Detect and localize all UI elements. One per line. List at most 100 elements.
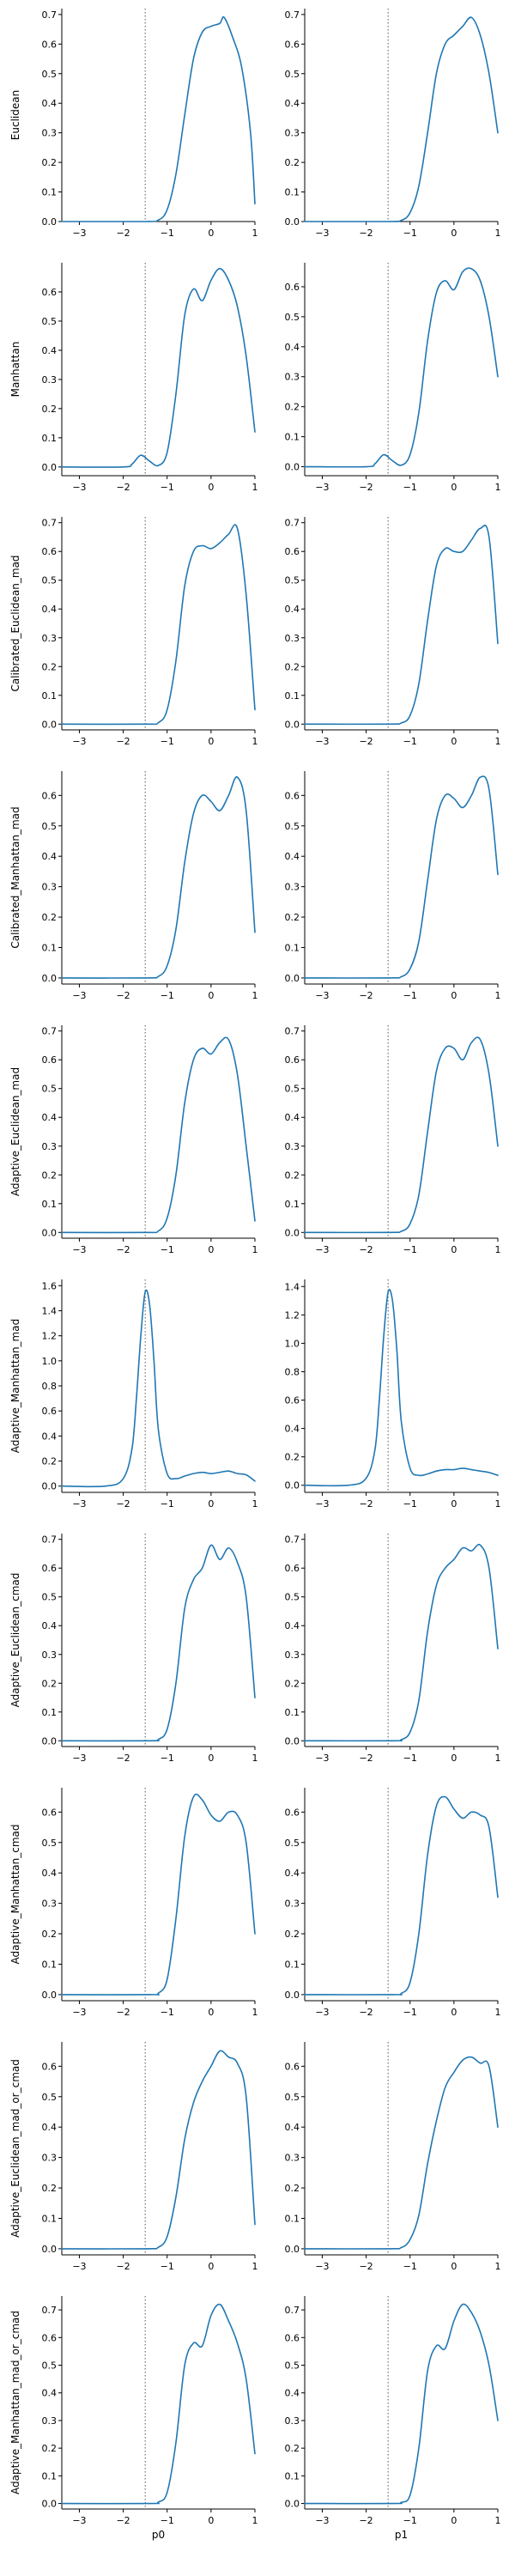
ytick-label-r9c0-7: 0.7 [42, 2305, 58, 2316]
xtick-label-r4c1-0: −3 [315, 1244, 329, 1255]
ytick-label-r6c0-6: 0.6 [42, 1563, 58, 1574]
ytick-label-r7c0-6: 0.6 [42, 1807, 58, 1818]
xtick-label-r1c0-1: −2 [116, 482, 130, 493]
ytick-label-r8c0-2: 0.2 [42, 2183, 58, 2194]
xtick-label-r4c1-2: −1 [403, 1244, 417, 1255]
density-line-r3c0 [61, 776, 256, 979]
ytick-label-r5c0-5: 1.0 [42, 1356, 58, 1367]
density-line-r5c0 [61, 1289, 256, 1488]
xtick-label-r1c1-0: −3 [315, 482, 329, 493]
ytick-label-r5c0-2: 0.4 [42, 1431, 58, 1442]
ytick-label-r6c0-2: 0.2 [42, 1678, 58, 1689]
ytick-label-r6c1-1: 0.1 [285, 1707, 300, 1718]
ytick-label-r5c1-0: 0.0 [285, 1480, 300, 1492]
ytick-label-r9c1-7: 0.7 [285, 2305, 300, 2316]
xtick-label-r4c0-2: −1 [161, 1244, 174, 1255]
ytick-label-r8c1-2: 0.2 [285, 2183, 300, 2194]
ytick-label-r3c0-0: 0.0 [42, 973, 58, 984]
ytick-label-r0c1-5: 0.5 [285, 69, 300, 80]
ytick-label-r7c0-0: 0.0 [42, 1990, 58, 2001]
ytick-label-r9c1-0: 0.0 [285, 2499, 300, 2510]
ytick-label-r4c1-0: 0.0 [285, 1227, 300, 1238]
ytick-label-r0c0-3: 0.3 [42, 128, 58, 139]
xtick-label-r0c0-4: 1 [252, 228, 258, 239]
ytick-label-r8c1-6: 0.6 [285, 2061, 300, 2072]
xtick-label-r9c1-1: −2 [359, 2515, 373, 2526]
ytick-label-r9c0-0: 0.0 [42, 2499, 58, 2510]
ytick-label-r7c1-0: 0.0 [285, 1990, 300, 2001]
ytick-label-r1c0-1: 0.1 [42, 433, 58, 444]
xtick-label-r1c0-2: −1 [161, 482, 174, 493]
ytick-label-r5c0-3: 0.6 [42, 1406, 58, 1417]
xtick-label-r4c1-3: 0 [451, 1244, 457, 1255]
ylabel-row-5: Adaptive_Manhattan_mad [9, 1319, 21, 1453]
ytick-label-r7c0-4: 0.4 [42, 1868, 58, 1879]
ytick-label-r3c1-1: 0.1 [285, 942, 300, 953]
ytick-label-r9c0-6: 0.6 [42, 2332, 58, 2343]
ytick-label-r0c1-4: 0.4 [285, 98, 300, 109]
xtick-label-r3c1-3: 0 [451, 990, 457, 1001]
xtick-label-r1c0-3: 0 [208, 482, 214, 493]
ytick-label-r0c1-1: 0.1 [285, 187, 300, 198]
xtick-label-r3c0-3: 0 [208, 990, 214, 1001]
ytick-label-r9c1-3: 0.3 [285, 2415, 300, 2427]
ytick-label-r0c0-5: 0.5 [42, 69, 58, 80]
ytick-label-r9c1-6: 0.6 [285, 2332, 300, 2343]
xtick-label-r8c1-4: 1 [495, 2261, 501, 2272]
ytick-label-r8c0-3: 0.3 [42, 2153, 58, 2164]
xtick-label-r4c1-4: 1 [495, 1244, 501, 1255]
ytick-label-r4c0-1: 0.1 [42, 1199, 58, 1210]
xtick-label-r3c0-4: 1 [252, 990, 258, 1001]
xtick-label-r2c1-3: 0 [451, 736, 457, 747]
ytick-label-r0c0-0: 0.0 [42, 216, 58, 228]
xtick-label-r9c1-2: −1 [403, 2515, 417, 2526]
ytick-label-r9c1-5: 0.5 [285, 2360, 300, 2372]
ylabel-row-4: Adaptive_Euclidean_mad [9, 1067, 21, 1196]
xtick-label-r6c0-3: 0 [208, 1753, 214, 1764]
ytick-label-r2c1-0: 0.0 [285, 719, 300, 730]
xtick-label-r0c0-1: −2 [116, 228, 130, 239]
xtick-label-r6c1-4: 1 [495, 1753, 501, 1764]
ytick-label-r3c0-2: 0.2 [42, 912, 58, 923]
xtick-label-r7c0-2: −1 [161, 2007, 174, 2018]
ytick-label-r2c0-5: 0.5 [42, 575, 58, 586]
xtick-label-r8c0-3: 0 [208, 2261, 214, 2272]
ytick-label-r2c1-5: 0.5 [285, 575, 300, 586]
xtick-label-r0c1-4: 1 [495, 228, 501, 239]
ytick-label-r2c0-2: 0.2 [42, 661, 58, 672]
ytick-label-r5c1-2: 0.4 [285, 1424, 300, 1435]
xtick-label-r5c0-0: −3 [72, 1498, 86, 1510]
xtick-label-r8c0-1: −2 [116, 2261, 130, 2272]
density-line-r6c1 [304, 1543, 499, 1742]
ytick-label-r8c0-1: 0.1 [42, 2213, 58, 2224]
density-line-r7c1 [304, 1795, 499, 1996]
xtick-label-r9c0-2: −1 [161, 2515, 174, 2526]
xtick-label-r0c1-1: −2 [359, 228, 373, 239]
ytick-label-r0c1-6: 0.6 [285, 39, 300, 50]
ytick-label-r5c0-7: 1.4 [42, 1305, 58, 1316]
xtick-label-r1c1-3: 0 [451, 482, 457, 493]
ytick-label-r7c1-5: 0.5 [285, 1838, 300, 1849]
xtick-label-r2c0-0: −3 [72, 736, 86, 747]
xtick-label-r6c0-4: 1 [252, 1753, 258, 1764]
ytick-label-r1c0-2: 0.2 [42, 404, 58, 415]
xtick-label-r9c0-4: 1 [252, 2515, 258, 2526]
density-line-r3c1 [304, 775, 499, 979]
xtick-label-r5c0-3: 0 [208, 1498, 214, 1510]
density-line-r0c0 [61, 15, 256, 222]
xtick-label-r3c0-1: −2 [116, 990, 130, 1001]
xtick-label-r0c1-0: −3 [315, 228, 329, 239]
ytick-label-r5c0-8: 1.6 [42, 1280, 58, 1291]
ytick-label-r9c0-1: 0.1 [42, 2470, 58, 2482]
ytick-label-r2c0-3: 0.3 [42, 633, 58, 644]
density-line-r5c1 [304, 1289, 499, 1487]
ylabel-row-3: Calibrated_Manhattan_mad [9, 806, 21, 948]
density-line-r2c0 [61, 524, 256, 726]
xtick-label-r2c1-2: −1 [403, 736, 417, 747]
ytick-label-r7c0-5: 0.5 [42, 1838, 58, 1849]
xtick-label-r0c0-3: 0 [208, 228, 214, 239]
xtick-label-r7c1-2: −1 [403, 2007, 417, 2018]
ylabel-row-7: Adaptive_Manhattan_cmad [9, 1824, 21, 1964]
xtick-label-r5c0-4: 1 [252, 1498, 258, 1510]
ytick-label-r5c0-6: 1.2 [42, 1331, 58, 1342]
